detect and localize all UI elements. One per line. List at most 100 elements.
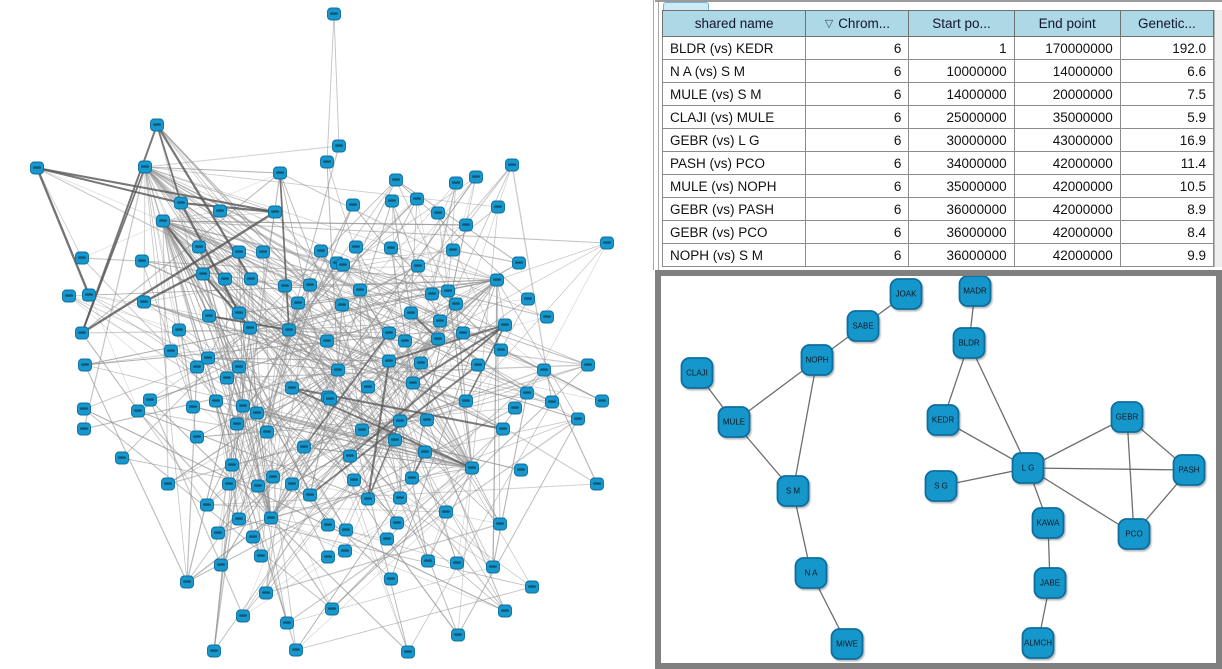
network-node[interactable]	[278, 279, 292, 293]
table-row[interactable]: PASH (vs) PCO 6 34000000 42000000 11.4	[661, 151, 1215, 175]
network-node[interactable]	[385, 194, 399, 208]
column-header-endpoint[interactable]: End point	[1013, 10, 1121, 37]
network-node[interactable]	[77, 422, 91, 436]
network-node[interactable]	[446, 243, 460, 257]
cell-value[interactable]: 25000000	[908, 105, 1015, 129]
cell-value[interactable]: 36000000	[908, 220, 1015, 244]
network-node[interactable]	[493, 517, 507, 531]
network-node[interactable]	[303, 488, 317, 502]
network-node[interactable]	[459, 394, 473, 408]
network-node[interactable]	[545, 395, 559, 409]
cell-value[interactable]: 9.9	[1119, 243, 1215, 267]
cell-value[interactable]: 7.5	[1119, 82, 1215, 106]
cell-value[interactable]: 43000000	[1013, 128, 1121, 152]
network-node[interactable]	[441, 284, 455, 298]
cell-value[interactable]: 42000000	[1013, 243, 1121, 267]
network-node[interactable]	[525, 580, 539, 594]
table-row[interactable]: GEBR (vs) PCO 6 36000000 42000000 8.4	[661, 220, 1215, 244]
network-node[interactable]	[323, 392, 337, 406]
network-node[interactable]	[115, 451, 129, 465]
table-row[interactable]: GEBR (vs) PASH 6 36000000 42000000 8.9	[661, 197, 1215, 221]
network-node[interactable]	[236, 399, 250, 413]
cell-shared-name[interactable]: CLAJI (vs) MULE	[661, 105, 807, 129]
network-node[interactable]	[600, 236, 614, 250]
column-header-sharedname[interactable]: shared name	[661, 10, 807, 37]
subnetwork-edge[interactable]	[968, 342, 1029, 469]
cell-value[interactable]: 6	[805, 59, 910, 83]
filter-icon[interactable]: ▽	[824, 18, 834, 30]
network-node[interactable]	[135, 254, 149, 268]
network-node[interactable]	[469, 170, 483, 184]
subnetwork-node[interactable]: MIWE	[830, 628, 864, 660]
network-node[interactable]	[540, 310, 554, 324]
network-node[interactable]	[303, 278, 317, 292]
subnetwork-edge[interactable]	[1126, 416, 1135, 535]
cell-value[interactable]: 6.6	[1119, 59, 1215, 83]
cell-value[interactable]: 5.9	[1119, 105, 1215, 129]
network-node[interactable]	[75, 251, 89, 265]
network-node[interactable]	[192, 240, 206, 254]
network-node[interactable]	[320, 155, 334, 169]
network-node[interactable]	[425, 287, 439, 301]
network-node[interactable]	[456, 326, 470, 340]
network-node[interactable]	[496, 422, 510, 436]
table-row[interactable]: GEBR (vs) L G 6 30000000 43000000 16.9	[661, 128, 1215, 152]
network-node[interactable]	[393, 491, 407, 505]
network-node[interactable]	[451, 628, 465, 642]
network-node[interactable]	[339, 523, 353, 537]
network-node[interactable]	[285, 381, 299, 395]
subnetwork-node[interactable]: PASH	[1172, 454, 1206, 486]
network-node[interactable]	[331, 363, 345, 377]
cell-shared-name[interactable]: GEBR (vs) L G	[661, 128, 807, 152]
network-node[interactable]	[449, 297, 463, 311]
cell-shared-name[interactable]: MULE (vs) NOPH	[661, 174, 807, 198]
cell-shared-name[interactable]: BLDR (vs) KEDR	[661, 36, 807, 60]
network-node[interactable]	[389, 173, 403, 187]
cell-shared-name[interactable]: MULE (vs) S M	[661, 82, 807, 106]
network-node[interactable]	[314, 244, 328, 258]
network-node[interactable]	[384, 572, 398, 586]
table-row[interactable]: MULE (vs) NOPH 6 35000000 42000000 10.5	[661, 174, 1215, 198]
cell-value[interactable]: 6	[805, 105, 910, 129]
network-node[interactable]	[264, 511, 278, 525]
network-node[interactable]	[285, 477, 299, 491]
subnetwork-edge[interactable]	[1027, 467, 1190, 471]
subnetwork-node[interactable]: JOAK	[889, 278, 923, 310]
subnetwork-node[interactable]: GEBR	[1110, 401, 1144, 433]
cell-value[interactable]: 36000000	[908, 197, 1015, 221]
subnetwork-edge[interactable]	[1027, 416, 1128, 469]
network-node[interactable]	[236, 609, 250, 623]
cell-value[interactable]: 6	[805, 174, 910, 198]
network-node[interactable]	[131, 404, 145, 418]
network-node[interactable]	[164, 344, 178, 358]
network-node[interactable]	[405, 471, 419, 485]
subnetwork-node[interactable]: CLAJI	[680, 357, 714, 389]
cell-value[interactable]: 1	[908, 36, 1015, 60]
table-row[interactable]: CLAJI (vs) MULE 6 25000000 35000000 5.9	[661, 105, 1215, 129]
subnetwork-node[interactable]: N A	[794, 557, 828, 589]
network-node[interactable]	[232, 306, 246, 320]
cell-value[interactable]: 6	[805, 36, 910, 60]
network-node[interactable]	[388, 433, 402, 447]
network-node[interactable]	[180, 575, 194, 589]
network-node[interactable]	[289, 643, 303, 657]
subnetwork-edge[interactable]	[1027, 467, 1135, 535]
cell-value[interactable]: 35000000	[908, 174, 1015, 198]
network-node[interactable]	[581, 358, 595, 372]
network-node[interactable]	[431, 206, 445, 220]
table-row[interactable]: MULE (vs) S M 6 14000000 20000000 7.5	[661, 82, 1215, 106]
network-node[interactable]	[431, 332, 445, 346]
subnetwork-node[interactable]: L G	[1011, 452, 1045, 484]
network-node[interactable]	[384, 241, 398, 255]
subnetwork-node[interactable]: BLDR	[952, 327, 986, 359]
network-node[interactable]	[521, 292, 535, 306]
cell-value[interactable]: 6	[805, 243, 910, 267]
network-node[interactable]	[471, 358, 485, 372]
column-header-chrom[interactable]: ▽ Chrom...	[805, 10, 910, 37]
network-node[interactable]	[361, 492, 375, 506]
network-node[interactable]	[335, 298, 349, 312]
network-node[interactable]	[256, 245, 270, 259]
network-node[interactable]	[280, 616, 294, 630]
cell-shared-name[interactable]: N A (vs) S M	[661, 59, 807, 83]
network-node[interactable]	[420, 413, 434, 427]
